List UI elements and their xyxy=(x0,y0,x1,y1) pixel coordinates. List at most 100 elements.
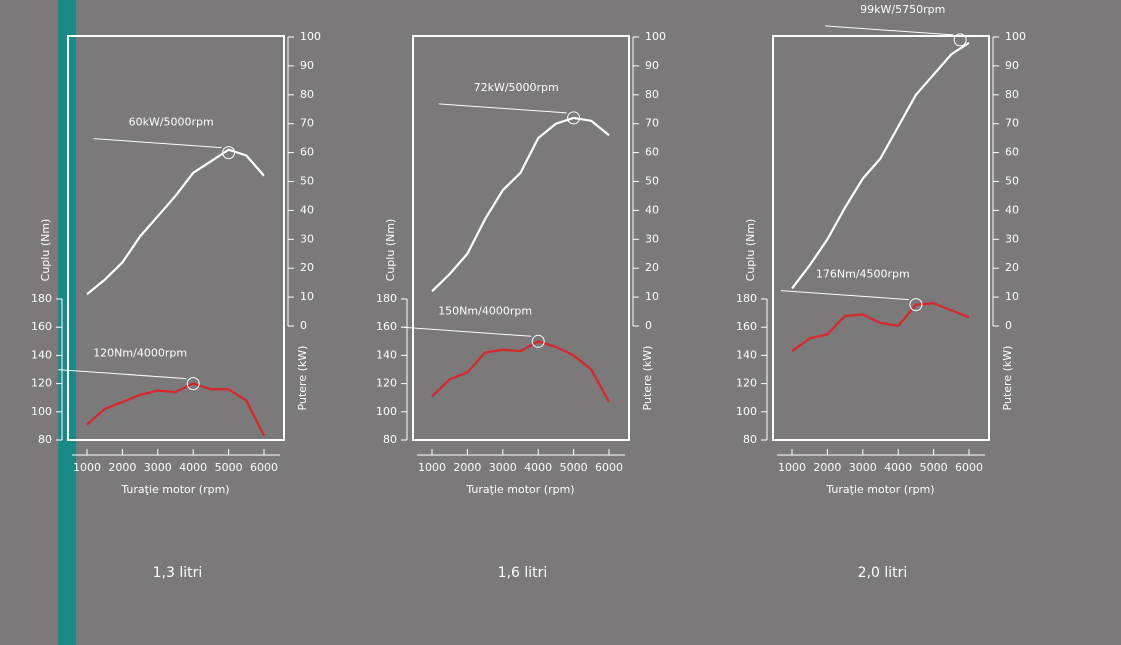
x-tick-label: 1000 xyxy=(418,461,446,474)
y2-tick-label: 80 xyxy=(645,88,659,101)
y2-tick-label: 80 xyxy=(300,88,314,101)
y2-axis-title: Putere (kW) xyxy=(1001,346,1014,411)
annotation-leader xyxy=(780,290,909,301)
x-tick-label: 3000 xyxy=(489,461,517,474)
y-tick-label: 160 xyxy=(736,320,757,333)
chart-title: 2,0 litri xyxy=(858,565,908,581)
y-tick-label: 80 xyxy=(38,433,52,446)
y-tick-label: 140 xyxy=(376,348,397,361)
chart-title: 1,3 litri xyxy=(153,565,203,581)
x-tick-label: 2000 xyxy=(813,461,841,474)
y2-tick-label: 40 xyxy=(645,203,659,216)
y2-axis-title: Putere (kW) xyxy=(296,346,309,411)
annotation-label: 72kW/5000rpm xyxy=(474,81,559,94)
x-tick-label: 2000 xyxy=(108,461,136,474)
y2-tick-label: 90 xyxy=(300,59,314,72)
y-tick-label: 180 xyxy=(736,292,757,305)
annotation-leader xyxy=(825,25,954,36)
y2-tick-label: 50 xyxy=(300,175,314,188)
annotation-marker xyxy=(222,146,236,160)
y2-tick-label: 70 xyxy=(1005,117,1019,130)
x-tick-label: 3000 xyxy=(144,461,172,474)
annotation-label: 99kW/5750rpm xyxy=(860,3,945,16)
y2-tick-label: 20 xyxy=(300,261,314,274)
chart-title: 1,6 litri xyxy=(498,565,548,581)
y-tick-label: 140 xyxy=(736,348,757,361)
plot-frame xyxy=(412,35,630,441)
y2-axis-title: Putere (kW) xyxy=(641,346,654,411)
y-tick-label: 120 xyxy=(376,377,397,390)
plot-frame xyxy=(772,35,990,441)
series-line xyxy=(791,302,970,353)
y2-tick-label: 30 xyxy=(300,232,314,245)
x-tick-label: 2000 xyxy=(453,461,481,474)
x-tick-label: 5000 xyxy=(215,461,243,474)
annotation-marker xyxy=(567,111,581,125)
y2-tick-label: 100 xyxy=(1005,30,1026,43)
annotation-leader xyxy=(58,369,187,380)
annotation-leader xyxy=(403,326,532,337)
plot-frame xyxy=(67,35,285,441)
y-tick-label: 160 xyxy=(376,320,397,333)
y2-tick-label: 0 xyxy=(645,319,652,332)
annotation-marker xyxy=(953,33,967,47)
x-tick-label: 6000 xyxy=(955,461,983,474)
y-tick-label: 120 xyxy=(31,377,52,390)
x-tick-label: 6000 xyxy=(250,461,278,474)
y2-tick-label: 50 xyxy=(1005,175,1019,188)
x-tick-label: 3000 xyxy=(849,461,877,474)
annotation-marker xyxy=(186,377,200,391)
y2-tick-label: 100 xyxy=(300,30,321,43)
y-tick-label: 160 xyxy=(31,320,52,333)
y-tick-label: 100 xyxy=(736,405,757,418)
y2-tick-label: 40 xyxy=(300,203,314,216)
x-tick-label: 5000 xyxy=(920,461,948,474)
y-axis-title: Cuplu (Nm) xyxy=(384,219,397,282)
annotation-label: 176Nm/4500rpm xyxy=(816,268,910,281)
annotation-marker xyxy=(531,334,545,348)
annotation-label: 150Nm/4000rpm xyxy=(438,304,532,317)
y-tick-label: 180 xyxy=(376,292,397,305)
y-tick-label: 140 xyxy=(31,348,52,361)
y2-tick-label: 30 xyxy=(645,232,659,245)
x-axis-title: Turaţie motor (rpm) xyxy=(825,483,934,496)
y2-tick-label: 60 xyxy=(300,146,314,159)
annotation-leader xyxy=(438,103,567,114)
y2-tick-label: 40 xyxy=(1005,203,1019,216)
y-tick-label: 80 xyxy=(743,433,757,446)
x-axis-title: Turaţie motor (rpm) xyxy=(465,483,574,496)
x-axis-title: Turaţie motor (rpm) xyxy=(120,483,229,496)
annotation-marker xyxy=(909,298,923,312)
y2-tick-label: 80 xyxy=(1005,88,1019,101)
y2-tick-label: 20 xyxy=(645,261,659,274)
x-tick-label: 6000 xyxy=(595,461,623,474)
y2-tick-label: 90 xyxy=(645,59,659,72)
x-tick-label: 1000 xyxy=(778,461,806,474)
x-tick-label: 4000 xyxy=(524,461,552,474)
y2-tick-label: 90 xyxy=(1005,59,1019,72)
x-tick-label: 4000 xyxy=(884,461,912,474)
x-tick-label: 1000 xyxy=(73,461,101,474)
y2-tick-label: 60 xyxy=(1005,146,1019,159)
y2-tick-label: 20 xyxy=(1005,261,1019,274)
y2-tick-label: 70 xyxy=(300,117,314,130)
y-tick-label: 100 xyxy=(376,405,397,418)
y2-tick-label: 60 xyxy=(645,146,659,159)
series-line xyxy=(431,340,610,403)
y2-tick-label: 0 xyxy=(300,319,307,332)
x-tick-label: 5000 xyxy=(560,461,588,474)
y2-tick-label: 10 xyxy=(1005,290,1019,303)
y-tick-label: 80 xyxy=(383,433,397,446)
y-axis-title: Cuplu (Nm) xyxy=(744,219,757,282)
y2-tick-label: 10 xyxy=(645,290,659,303)
series-line xyxy=(86,382,265,437)
x-tick-label: 4000 xyxy=(179,461,207,474)
y2-tick-label: 10 xyxy=(300,290,314,303)
y2-tick-label: 50 xyxy=(645,175,659,188)
y-tick-label: 180 xyxy=(31,292,52,305)
annotation-leader xyxy=(93,138,222,149)
y2-tick-label: 70 xyxy=(645,117,659,130)
